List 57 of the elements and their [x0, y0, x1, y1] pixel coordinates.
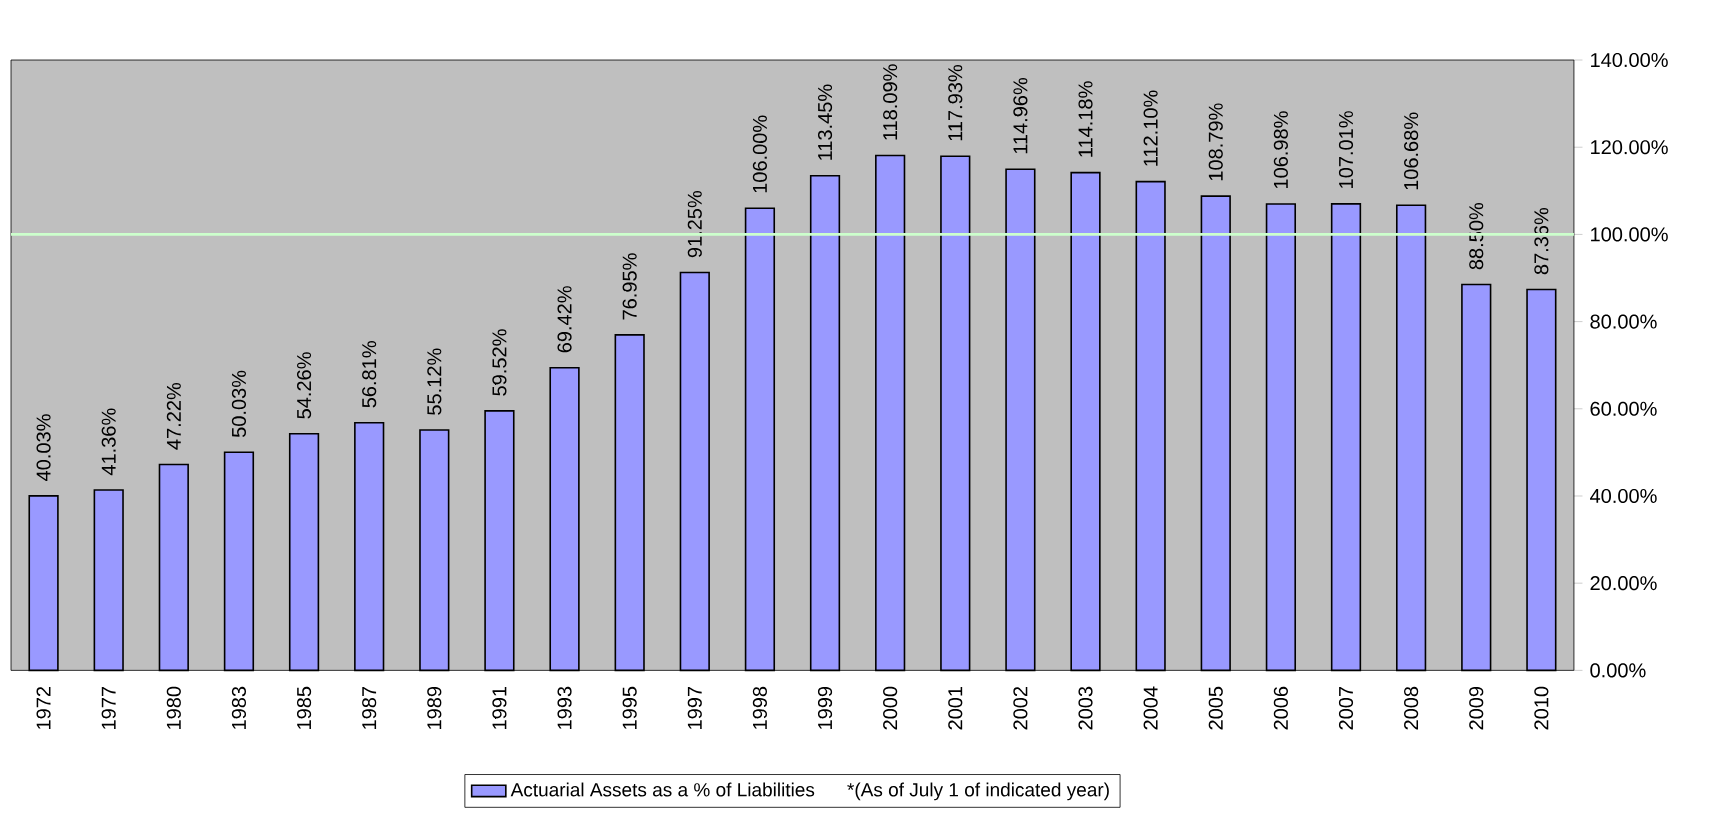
x-tick-label: 1993 — [557, 686, 572, 729]
x-tick-label: 1980 — [166, 686, 181, 729]
x-tick-label: 2002 — [1013, 686, 1028, 730]
y-tick-label: 40.00% — [1590, 488, 1657, 503]
data-label: 41.36% — [101, 408, 116, 475]
y-tick-label: 20.00% — [1590, 575, 1657, 591]
data-label: 106.00% — [752, 115, 767, 193]
x-tick-label: 1987 — [362, 686, 377, 729]
y-tick-label: 60.00% — [1590, 401, 1657, 416]
legend-label: Actuarial Assets as a % of Liabilities — [510, 782, 815, 797]
y-tick-label: 140.00% — [1591, 52, 1668, 67]
x-tick-label: 2005 — [1208, 686, 1223, 730]
data-label: 91.25% — [687, 190, 702, 257]
data-label: 50.03% — [231, 370, 247, 437]
x-tick-label: 2010 — [1534, 686, 1549, 730]
x-tick-label: 2007 — [1338, 686, 1354, 730]
data-label: 106.68% — [1404, 112, 1419, 190]
data-label: 114.18% — [1078, 81, 1093, 157]
x-tick-label: 2000 — [883, 686, 898, 730]
x-tick-label: 1985 — [296, 686, 312, 729]
data-label: 117.93% — [948, 64, 963, 141]
data-label: 55.12% — [427, 348, 442, 415]
data-label: 112.10% — [1143, 90, 1158, 166]
data-label: 114.96% — [1013, 77, 1028, 154]
data-label: 40.03% — [36, 414, 51, 481]
x-tick-label: 2006 — [1273, 686, 1288, 730]
x-tick-label: 2001 — [948, 686, 963, 730]
y-tick-label: 100.00% — [1591, 227, 1668, 242]
y-tick-label: 120.00% — [1591, 139, 1668, 155]
x-tick-label: 2003 — [1078, 686, 1093, 730]
data-label: 76.95% — [622, 253, 637, 320]
x-tick-label: 2008 — [1404, 686, 1419, 730]
x-tick-label: 1983 — [231, 686, 247, 729]
data-label: 108.79% — [1208, 103, 1223, 180]
data-label: 113.45% — [817, 84, 833, 160]
data-label: 69.42% — [557, 285, 572, 353]
x-tick-label: 1998 — [752, 686, 767, 729]
data-label: 47.22% — [166, 382, 181, 450]
y-tick-label: 80.00% — [1590, 314, 1657, 329]
x-tick-label: 1995 — [622, 686, 637, 729]
x-tick-label: 2009 — [1469, 686, 1484, 730]
data-label: 118.09% — [883, 64, 898, 140]
y-tick-label: 0.00% — [1590, 663, 1646, 678]
x-tick-label: 1997 — [687, 686, 702, 729]
data-label: 54.26% — [296, 352, 312, 419]
data-label: 59.52% — [492, 329, 507, 396]
data-label: 106.98% — [1273, 111, 1288, 188]
text: *(As of July 1 of indicated year) — [847, 782, 1109, 801]
data-label: 107.01% — [1338, 110, 1354, 188]
x-tick-label: 1989 — [427, 686, 442, 729]
x-tick-label: 1991 — [492, 686, 507, 729]
data-label: 56.81% — [362, 340, 377, 408]
data-label: 88.50% — [1469, 202, 1484, 270]
x-tick-label: 1999 — [817, 686, 833, 729]
x-tick-label: 1972 — [36, 686, 51, 729]
x-tick-label: 2004 — [1143, 686, 1158, 730]
x-tick-label: 1977 — [101, 686, 116, 729]
